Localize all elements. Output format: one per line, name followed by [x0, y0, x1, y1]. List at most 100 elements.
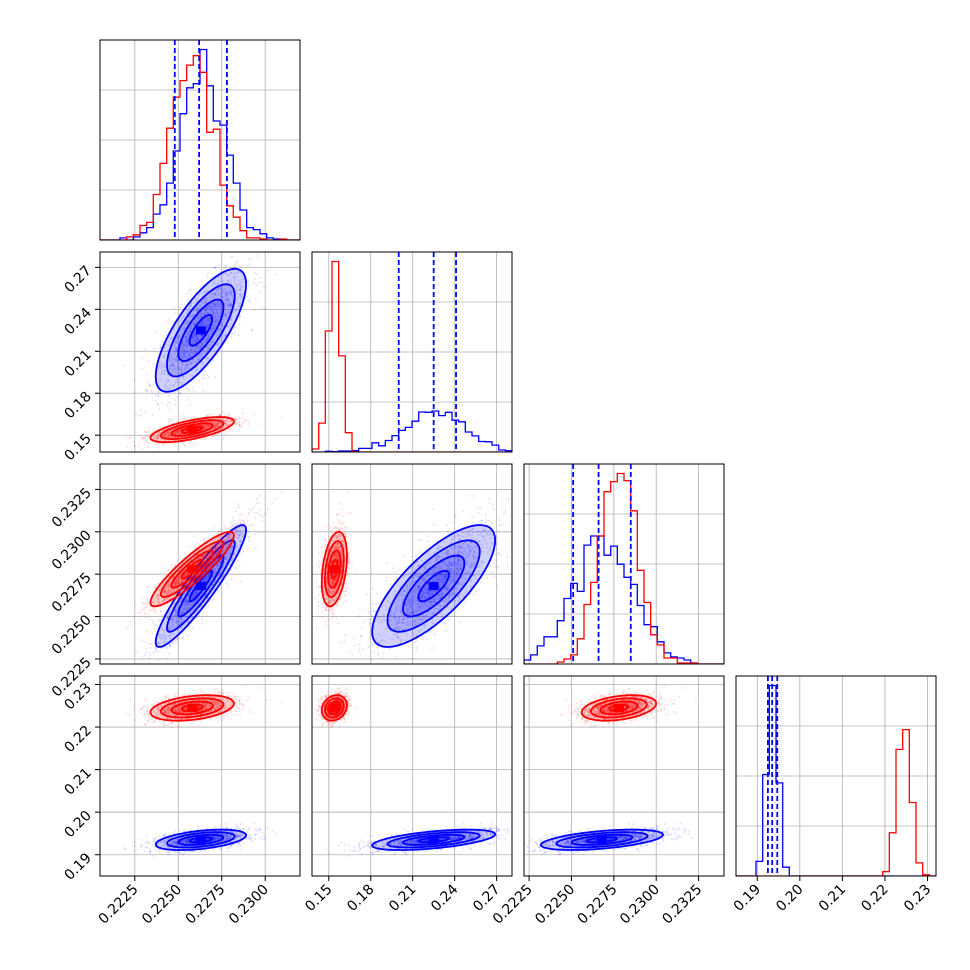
- sample-point: [176, 366, 179, 368]
- sample-point: [213, 421, 216, 423]
- sample-point: [267, 508, 269, 511]
- sample-point: [149, 646, 152, 649]
- sample-point: [188, 307, 191, 310]
- sample-point: [238, 423, 241, 426]
- sample-point: [203, 313, 205, 316]
- sample-point: [220, 305, 222, 308]
- sample-point: [216, 331, 219, 334]
- sample-point: [230, 578, 233, 581]
- sample-point: [166, 320, 169, 323]
- sample-point: [219, 422, 222, 425]
- sample-point: [178, 334, 181, 337]
- sample-point: [144, 430, 147, 433]
- sample-point: [179, 329, 182, 332]
- sample-point: [184, 355, 187, 358]
- sample-point: [212, 328, 215, 331]
- sample-point: [169, 401, 172, 404]
- sample-point: [186, 340, 189, 343]
- sample-point: [196, 337, 199, 340]
- sample-point: [230, 293, 233, 296]
- panel-1-1: [311, 251, 513, 453]
- sample-point: [202, 334, 204, 337]
- sample-point: [221, 417, 224, 420]
- sample-point: [216, 315, 219, 318]
- sample-point: [182, 417, 185, 420]
- sample-point: [237, 305, 240, 308]
- sample-point: [206, 348, 209, 350]
- sample-point: [156, 442, 159, 445]
- sample-point: [197, 380, 200, 382]
- sample-point: [165, 436, 168, 438]
- sample-point: [213, 421, 216, 424]
- sample-point: [172, 320, 175, 323]
- sample-point: [245, 420, 248, 422]
- sample-point: [196, 359, 199, 362]
- sample-point: [239, 281, 242, 284]
- sample-point: [234, 420, 237, 423]
- sample-point: [215, 289, 218, 292]
- sample-point: [152, 428, 155, 431]
- sample-point: [203, 424, 206, 427]
- sample-point: [210, 327, 213, 330]
- sample-point: [155, 435, 158, 438]
- sample-point: [183, 328, 185, 330]
- sample-point: [190, 314, 193, 317]
- sample-point: [165, 378, 168, 381]
- sample-point: [157, 582, 160, 585]
- sample-point: [238, 424, 241, 426]
- sample-point: [166, 435, 169, 438]
- sample-point: [234, 264, 236, 267]
- sample-point: [187, 634, 190, 637]
- sample-point: [212, 312, 215, 315]
- sample-point: [147, 430, 150, 433]
- sample-point: [188, 315, 191, 318]
- sample-point: [205, 306, 208, 309]
- sample-point: [222, 318, 225, 321]
- sample-point: [211, 308, 214, 311]
- sample-point: [214, 426, 217, 429]
- sample-point: [203, 540, 206, 542]
- sample-point: [228, 311, 231, 314]
- sample-point: [175, 379, 178, 381]
- sample-point: [220, 295, 223, 298]
- sample-point: [183, 417, 186, 420]
- sample-point: [223, 267, 226, 270]
- sample-point: [177, 368, 180, 371]
- sample-point: [186, 332, 189, 335]
- sample-point: [163, 362, 166, 365]
- sample-point: [175, 430, 178, 433]
- sample-point: [203, 426, 206, 429]
- sample-point: [148, 609, 151, 612]
- sample-point: [223, 313, 226, 316]
- sample-point: [193, 335, 196, 338]
- sample-point: [139, 414, 142, 417]
- sample-point: [184, 342, 186, 345]
- sample-point: [274, 498, 277, 501]
- sample-point: [250, 329, 253, 332]
- sample-point: [236, 286, 239, 289]
- sample-point: [201, 361, 204, 364]
- sample-point: [161, 402, 164, 405]
- sample-point: [191, 352, 194, 355]
- sample-point: [174, 640, 177, 643]
- sample-point: [182, 351, 185, 354]
- sample-point: [222, 268, 225, 271]
- sample-point: [235, 423, 238, 426]
- sample-point: [184, 336, 187, 339]
- sample-point: [168, 434, 171, 437]
- sample-point: [186, 339, 189, 342]
- sample-point: [173, 307, 176, 310]
- sample-point: [186, 398, 188, 401]
- sample-point: [239, 423, 242, 426]
- sample-point: [223, 336, 225, 339]
- sample-point: [206, 425, 209, 428]
- sample-point: [177, 430, 179, 433]
- sample-point: [159, 431, 161, 434]
- sample-point: [161, 614, 164, 617]
- sample-point: [200, 438, 202, 441]
- sample-point: [179, 417, 182, 420]
- sample-point: [214, 304, 217, 306]
- sample-point: [237, 302, 240, 305]
- sample-point: [218, 327, 221, 330]
- sample-point: [178, 430, 180, 433]
